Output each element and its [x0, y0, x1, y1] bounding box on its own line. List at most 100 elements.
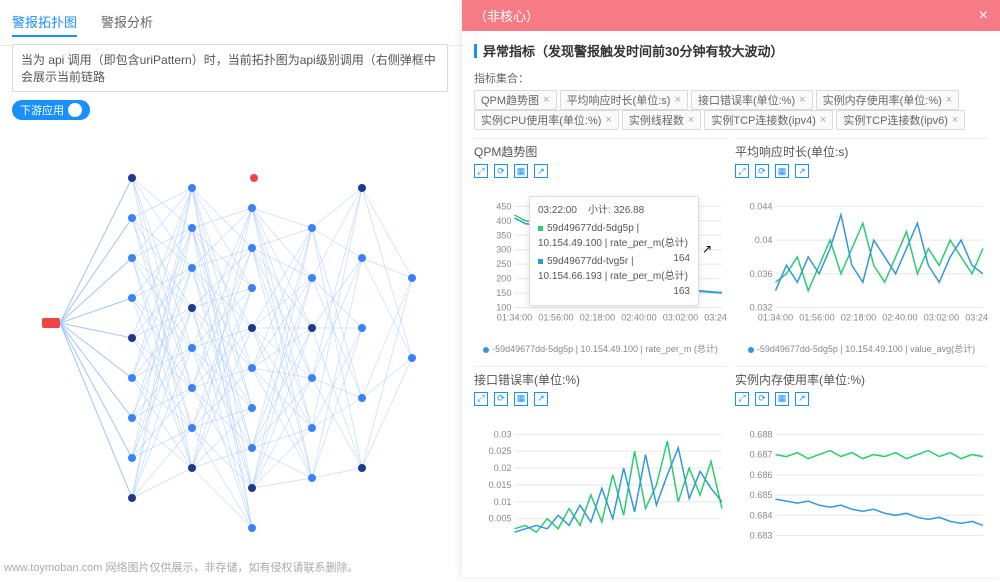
- chart-export-icon[interactable]: ↗: [795, 392, 809, 406]
- tag-remove-icon[interactable]: ×: [946, 94, 952, 106]
- svg-text:0.02: 0.02: [494, 463, 512, 473]
- chart-toolbar: ⤢ ⟳ ▦ ↗: [735, 164, 988, 178]
- chart-zoom-icon[interactable]: ⤢: [735, 392, 749, 406]
- chart-title: 接口错误率(单位:%): [474, 371, 727, 388]
- svg-text:03:24:00: 03:24:00: [704, 313, 727, 323]
- section-title-text: 异常指标（发现警报触发时间前30分钟有较大波动）: [483, 41, 783, 60]
- svg-text:0.036: 0.036: [750, 269, 773, 279]
- svg-text:350: 350: [496, 230, 511, 240]
- svg-text:02:18:00: 02:18:00: [580, 313, 615, 323]
- svg-text:0.04: 0.04: [755, 235, 773, 245]
- chart-export-icon[interactable]: ↗: [795, 164, 809, 178]
- toggle-text: 下游应用: [20, 102, 64, 118]
- chart-export-icon[interactable]: ↗: [534, 392, 548, 406]
- svg-text:02:18:00: 02:18:00: [841, 313, 876, 323]
- metric-tag[interactable]: 实例CPU使用率(单位:%) ×: [474, 110, 619, 130]
- chart-grid-icon[interactable]: ▦: [514, 164, 528, 178]
- svg-text:0.687: 0.687: [750, 449, 773, 459]
- chart-grid-icon[interactable]: ▦: [775, 164, 789, 178]
- metric-tag[interactable]: 实例TCP连接数(ipv4) ×: [704, 110, 833, 130]
- svg-text:0.025: 0.025: [489, 446, 512, 456]
- metric-tag[interactable]: 接口错误率(单位:%)×: [691, 90, 813, 110]
- svg-text:0.01: 0.01: [494, 497, 512, 507]
- svg-text:250: 250: [496, 259, 511, 269]
- chart-export-icon[interactable]: ↗: [534, 164, 548, 178]
- tag-remove-icon[interactable]: ×: [688, 114, 694, 126]
- svg-text:01:56:00: 01:56:00: [799, 313, 834, 323]
- panel-header-title: （非核心）: [474, 6, 539, 25]
- tag-label: 平均响应时长(单位:s): [567, 92, 671, 108]
- tab-analysis[interactable]: 警报分析: [101, 8, 153, 37]
- chart-toolbar: ⤢ ⟳ ▦ ↗: [474, 164, 727, 178]
- svg-text:0.044: 0.044: [750, 201, 773, 211]
- tag-label: 实例TCP连接数(ipv4): [711, 112, 816, 128]
- chart-area[interactable]: 10015020025030035040045001:34:0001:56:00…: [474, 182, 727, 342]
- tag-remove-icon[interactable]: ×: [952, 114, 958, 126]
- chart-area[interactable]: 0.683 0.684 0.685 0.686 0.687 0.688: [735, 410, 988, 570]
- chart-grid-icon[interactable]: ▦: [775, 392, 789, 406]
- metric-tag[interactable]: QPM趋势图 ×: [474, 90, 557, 110]
- tag-label: 实例内存使用率(单位:%): [823, 92, 942, 108]
- svg-text:0.015: 0.015: [489, 480, 512, 490]
- chart-refresh-icon[interactable]: ⟳: [755, 392, 769, 406]
- svg-text:03:24:00: 03:24:00: [965, 313, 988, 323]
- chart-area[interactable]: 0.0320.0360.040.04401:34:0001:56:0002:18…: [735, 182, 988, 342]
- chart-refresh-icon[interactable]: ⟳: [494, 164, 508, 178]
- close-icon[interactable]: ×: [979, 7, 988, 25]
- chart-title: QPM趋势图: [474, 143, 727, 160]
- svg-text:01:56:00: 01:56:00: [538, 313, 573, 323]
- cursor-icon: ↖: [702, 242, 712, 256]
- chart-refresh-icon[interactable]: ⟳: [494, 392, 508, 406]
- chart-zoom-icon[interactable]: ⤢: [474, 392, 488, 406]
- footer-text: www.toymoban.com 网络图片仅供展示，非存储，如有侵权请联系删除。: [4, 559, 358, 575]
- panel-header: （非核心） ×: [462, 0, 1000, 31]
- downstream-toggle[interactable]: 下游应用: [12, 100, 90, 120]
- description-box: 当为 api 调用（即包含uriPattern）时，当前拓扑图为api级别调用（…: [12, 44, 448, 92]
- svg-text:0.688: 0.688: [750, 429, 773, 439]
- metric-tag[interactable]: 实例内存使用率(单位:%) ×: [816, 90, 960, 110]
- topology-graph[interactable]: [12, 128, 448, 568]
- svg-text:01:34:00: 01:34:00: [497, 313, 532, 323]
- metric-tag[interactable]: 实例线程数 ×: [622, 110, 701, 130]
- svg-text:150: 150: [496, 288, 511, 298]
- svg-text:03:02:00: 03:02:00: [663, 313, 698, 323]
- svg-text:02:40:00: 02:40:00: [621, 313, 656, 323]
- tag-remove-icon[interactable]: ×: [543, 94, 549, 106]
- right-panel: （非核心） × 异常指标（发现警报触发时间前30分钟有较大波动） 指标集合： Q…: [462, 0, 1000, 577]
- svg-text:400: 400: [496, 216, 511, 226]
- tag-remove-icon[interactable]: ×: [799, 94, 805, 106]
- tag-remove-icon[interactable]: ×: [674, 94, 680, 106]
- chart-cell: 平均响应时长(单位:s) ⤢ ⟳ ▦ ↗ 0.0320.0360.040.044…: [735, 138, 988, 358]
- chart-refresh-icon[interactable]: ⟳: [755, 164, 769, 178]
- chart-cell: QPM趋势图 ⤢ ⟳ ▦ ↗ 1001502002503003504004500…: [474, 138, 727, 358]
- tag-label: 实例线程数: [629, 112, 684, 128]
- tag-label: QPM趋势图: [481, 92, 539, 108]
- left-panel: 当为 api 调用（即包含uriPattern）时，当前拓扑图为api级别调用（…: [0, 36, 460, 576]
- tag-row-label: 指标集合：: [474, 70, 529, 86]
- svg-text:02:40:00: 02:40:00: [882, 313, 917, 323]
- section-title: 异常指标（发现警报触发时间前30分钟有较大波动）: [462, 31, 1000, 66]
- svg-text:100: 100: [496, 303, 511, 313]
- tab-topology[interactable]: 警报拓扑图: [12, 8, 77, 37]
- chart-title: 实例内存使用率(单位:%): [735, 371, 988, 388]
- tag-remove-icon[interactable]: ×: [820, 114, 826, 126]
- chart-area[interactable]: 0.0050.010.0150.020.0250.03: [474, 410, 727, 570]
- svg-text:0.685: 0.685: [750, 490, 773, 500]
- metric-tag[interactable]: 平均响应时长(单位:s)×: [560, 90, 688, 110]
- toggle-switch-icon: [68, 103, 82, 117]
- tag-label: 实例CPU使用率(单位:%): [481, 112, 601, 128]
- svg-text:200: 200: [496, 274, 511, 284]
- metric-tag[interactable]: 实例TCP连接数(ipv6) ×: [836, 110, 965, 130]
- svg-text:0.683: 0.683: [750, 530, 773, 540]
- chart-zoom-icon[interactable]: ⤢: [735, 164, 749, 178]
- chart-zoom-icon[interactable]: ⤢: [474, 164, 488, 178]
- tag-remove-icon[interactable]: ×: [605, 114, 611, 126]
- chart-grid-icon[interactable]: ▦: [514, 392, 528, 406]
- svg-text:0.032: 0.032: [750, 303, 773, 313]
- svg-text:0.684: 0.684: [750, 510, 773, 520]
- chart-cell: 接口错误率(单位:%) ⤢ ⟳ ▦ ↗ 0.005 0.01 0.015 0.02 0.…: [474, 366, 727, 570]
- chart-legend: -59d49677dd-5dg5p | 10.154.49.100 | valu…: [735, 342, 988, 358]
- svg-text:0.005: 0.005: [489, 513, 512, 523]
- svg-text:0.686: 0.686: [750, 470, 773, 480]
- tag-label: 实例TCP连接数(ipv6): [843, 112, 948, 128]
